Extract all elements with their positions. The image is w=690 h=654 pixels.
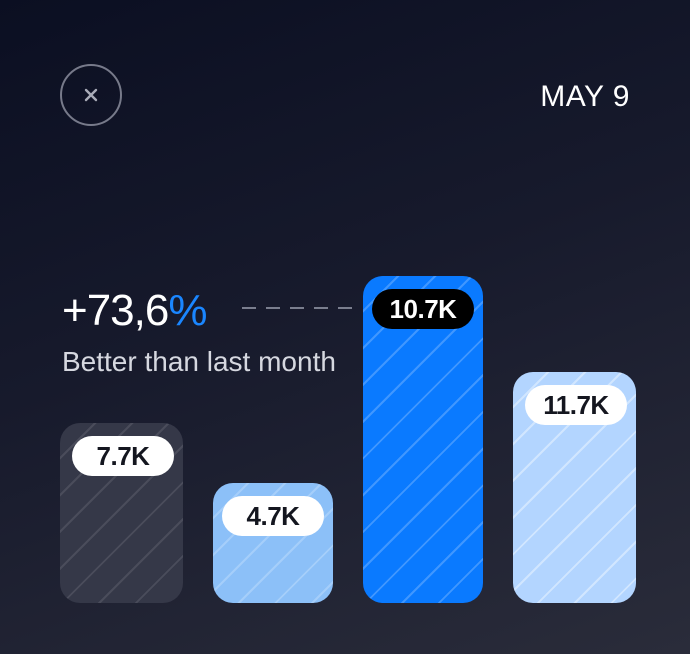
- bar-2-label: 4.7K: [222, 496, 324, 536]
- percent-change-value: +73,6: [62, 286, 169, 335]
- close-icon: [84, 88, 98, 102]
- bar-1-label: 7.7K: [72, 436, 174, 476]
- dashed-connector: [242, 307, 352, 309]
- percent-change: +73,6%: [62, 286, 207, 336]
- bar-3[interactable]: [363, 276, 483, 603]
- close-button[interactable]: [60, 64, 122, 126]
- date-label: MAY 9: [540, 80, 630, 113]
- bar-3-label: 10.7K: [372, 289, 474, 329]
- bar-4-label: 11.7K: [525, 385, 627, 425]
- percent-sign: %: [168, 286, 207, 335]
- comparison-caption: Better than last month: [62, 346, 336, 377]
